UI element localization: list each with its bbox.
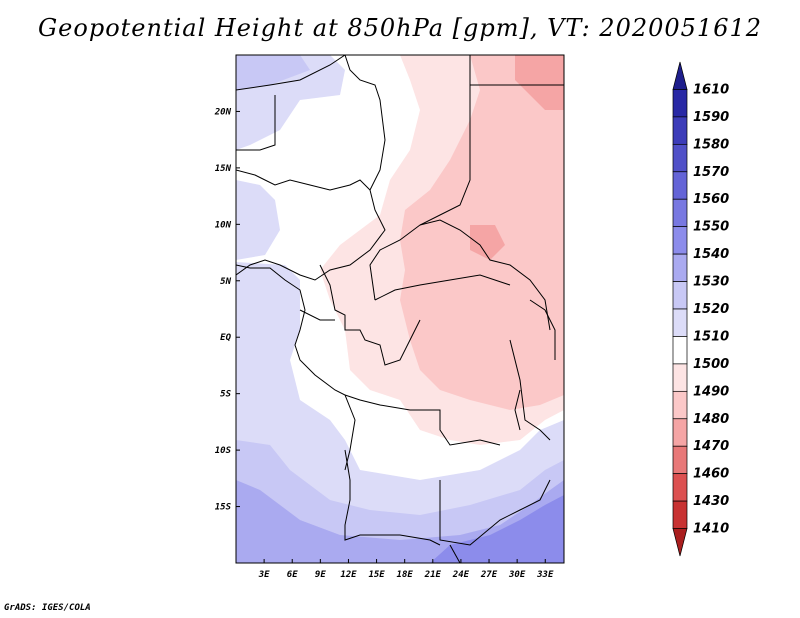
y-tick-label: 15N	[215, 164, 232, 174]
y-tick-label: EQ	[220, 333, 231, 343]
y-axis: 20N 15N 10N 5N EQ 5S 10S 15S	[214, 107, 240, 513]
coastline	[236, 264, 356, 471]
border-zambia	[439, 479, 551, 546]
colorbar-label: 1530	[693, 275, 729, 290]
colorbar-segment	[672, 281, 688, 310]
colorbar-top-arrow	[672, 61, 688, 90]
colorbar-label: 1410	[693, 522, 729, 537]
y-tick-label: 15S	[215, 503, 232, 513]
colorbar-bottom-arrow	[672, 528, 688, 557]
y-tick-label: 20N	[214, 107, 232, 117]
colorbar: 1610 1590 1580 1570 1560 1550 1540 1530 1520 1510…	[672, 61, 729, 557]
border-west-africa	[236, 169, 386, 281]
colorbar-segment	[672, 116, 688, 145]
border-niger-algeria	[344, 55, 386, 191]
colorbar-label: 1510	[693, 329, 729, 344]
border-libya-chad	[369, 55, 471, 301]
colorbar-segment	[672, 171, 688, 200]
colorbar-segment	[672, 226, 688, 255]
lake-tanganyika	[514, 389, 521, 431]
border-angola-drc	[344, 394, 501, 446]
colorbar-label: 1590	[693, 110, 729, 125]
border-cameroon-congo	[319, 264, 421, 366]
contour-1520-w	[236, 180, 280, 260]
colorbar-segment	[672, 143, 688, 173]
x-tick-label: 33E	[536, 570, 554, 580]
colorbar-label: 1480	[693, 412, 729, 427]
country-borders	[236, 55, 564, 563]
colorbar-label: 1500	[693, 357, 729, 372]
border-uganda	[529, 299, 556, 360]
colorbar-label: 1540	[693, 247, 729, 262]
colorbar-segment	[672, 418, 688, 447]
colorbar-label: 1570	[693, 165, 729, 180]
colorbar-segment	[672, 500, 688, 529]
border-angola-namibia	[344, 449, 441, 546]
x-tick-label: 21E	[424, 570, 442, 580]
contour-1480-c	[470, 225, 505, 260]
x-tick-label: 30E	[508, 570, 526, 580]
colorbar-label: 1520	[693, 302, 729, 317]
contour-fill	[236, 55, 564, 563]
colorbar-segment	[672, 473, 688, 502]
colorbar-label: 1580	[693, 137, 729, 152]
x-tick-label: 15E	[368, 570, 385, 580]
colorbar-segment	[672, 336, 688, 365]
colorbar-label: 1550	[693, 220, 729, 235]
border-algeria-mali	[236, 55, 346, 91]
x-tick-label: 3E	[258, 570, 270, 580]
contour-1550-se	[430, 495, 564, 563]
colorbar-segment	[672, 308, 688, 337]
colorbar-label: 1610	[693, 82, 729, 97]
colorbar-label: 1490	[693, 384, 729, 399]
colorbar-segment	[672, 253, 688, 282]
y-tick-label: 5N	[220, 277, 231, 287]
y-tick-label: 10S	[215, 446, 232, 456]
contour-1480-ne	[515, 55, 564, 110]
colorbar-label: 1470	[693, 439, 729, 454]
x-tick-label: 27E	[480, 570, 498, 580]
x-tick-label: 6E	[287, 570, 298, 580]
contour-1520-ocean	[236, 262, 564, 563]
x-tick-label: 12E	[340, 570, 357, 580]
colorbar-segment	[672, 198, 688, 228]
contour-1530-nw	[236, 55, 310, 90]
x-tick-label: 24E	[452, 570, 470, 580]
colorbar-segment	[672, 89, 688, 118]
y-tick-label: 10N	[215, 220, 232, 230]
x-tick-label: 18E	[397, 570, 414, 580]
colorbar-label: 1560	[693, 192, 729, 207]
border-gabon	[299, 309, 335, 321]
border-south	[449, 544, 461, 563]
colorbar-segment	[672, 445, 688, 475]
border-lakes	[509, 339, 551, 441]
chart-title: Geopotential Height at 850hPa [gpm], VT:…	[38, 14, 762, 42]
y-tick-label: 5S	[220, 390, 231, 400]
border-mali	[236, 95, 276, 151]
map-frame	[235, 54, 565, 564]
border-car-sudan	[419, 219, 551, 331]
footer-credit: GrADS: IGES/COLA	[4, 603, 91, 613]
colorbar-label: 1460	[693, 467, 729, 482]
colorbar-segment	[672, 390, 688, 420]
x-axis: 3E 6E 9E 12E 15E 18E 21E 24E 27E 30E 33E	[258, 559, 554, 580]
colorbar-label: 1430	[693, 494, 729, 509]
border-car-drc	[374, 274, 511, 301]
colorbar-segment	[672, 363, 688, 392]
x-tick-label: 9E	[315, 570, 326, 580]
